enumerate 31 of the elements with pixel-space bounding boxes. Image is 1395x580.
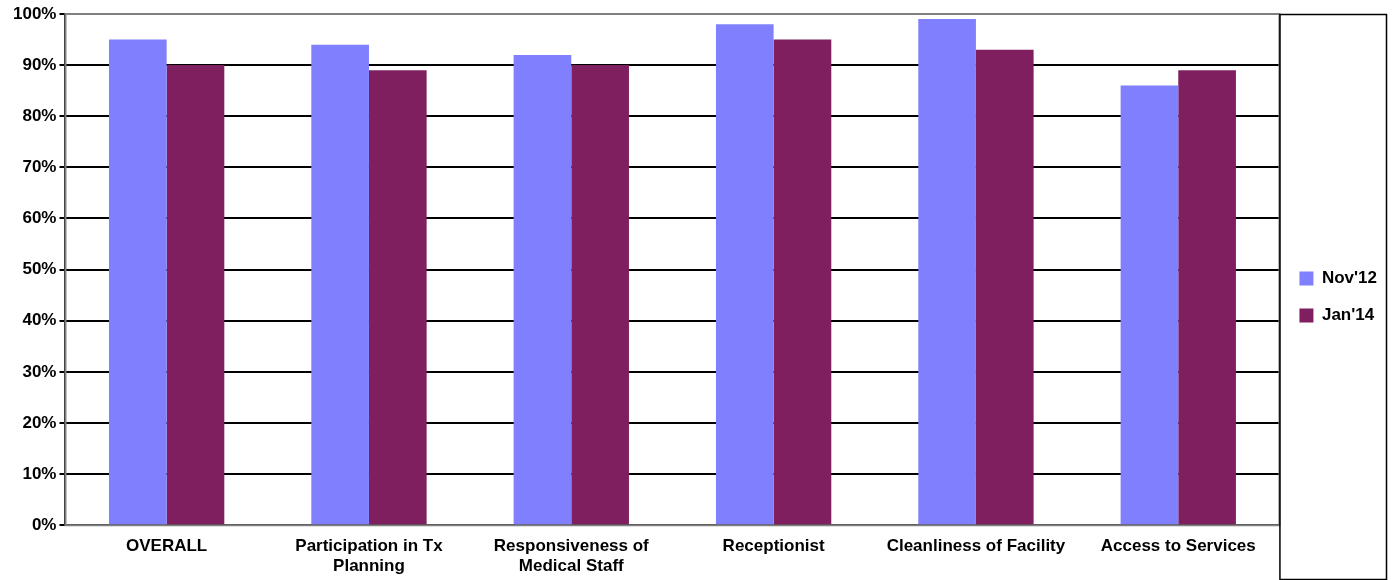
bar bbox=[975, 49, 1034, 525]
bar bbox=[1178, 70, 1236, 525]
bar bbox=[513, 54, 572, 525]
y-tick-label: 0% bbox=[31, 514, 57, 534]
bar bbox=[311, 44, 369, 525]
x-tick-label: Access to Services bbox=[1100, 536, 1256, 556]
y-tick-label: 80% bbox=[22, 105, 57, 125]
bar bbox=[773, 39, 832, 525]
y-tick-label: 70% bbox=[22, 157, 57, 177]
x-tick-label: Cleanliness of Facility bbox=[886, 536, 1066, 556]
bar bbox=[1120, 85, 1179, 525]
x-tick-label: Receptionist bbox=[722, 536, 825, 556]
y-tick-label: 90% bbox=[22, 54, 57, 74]
bar bbox=[108, 39, 167, 525]
y-tick-label: 30% bbox=[22, 361, 57, 381]
x-tick-label: Participation in Tx Planning bbox=[295, 536, 444, 576]
bar bbox=[715, 24, 774, 525]
bar bbox=[166, 65, 225, 525]
bar bbox=[918, 19, 976, 525]
y-tick-label: 10% bbox=[22, 463, 57, 483]
legend-label: Nov'12 bbox=[1321, 268, 1378, 288]
y-tick-label: 50% bbox=[22, 259, 57, 279]
y-tick-label: 40% bbox=[22, 310, 57, 330]
x-tick-label: Responsiveness of Medical Staff bbox=[493, 536, 650, 576]
y-tick-label: 20% bbox=[22, 412, 57, 432]
bar bbox=[571, 65, 629, 525]
y-tick-label: 100% bbox=[13, 3, 57, 23]
legend-label: Jan'14 bbox=[1321, 305, 1375, 325]
bar bbox=[368, 70, 427, 525]
x-tick-label: OVERALL bbox=[126, 536, 208, 556]
y-tick-label: 60% bbox=[22, 208, 57, 228]
